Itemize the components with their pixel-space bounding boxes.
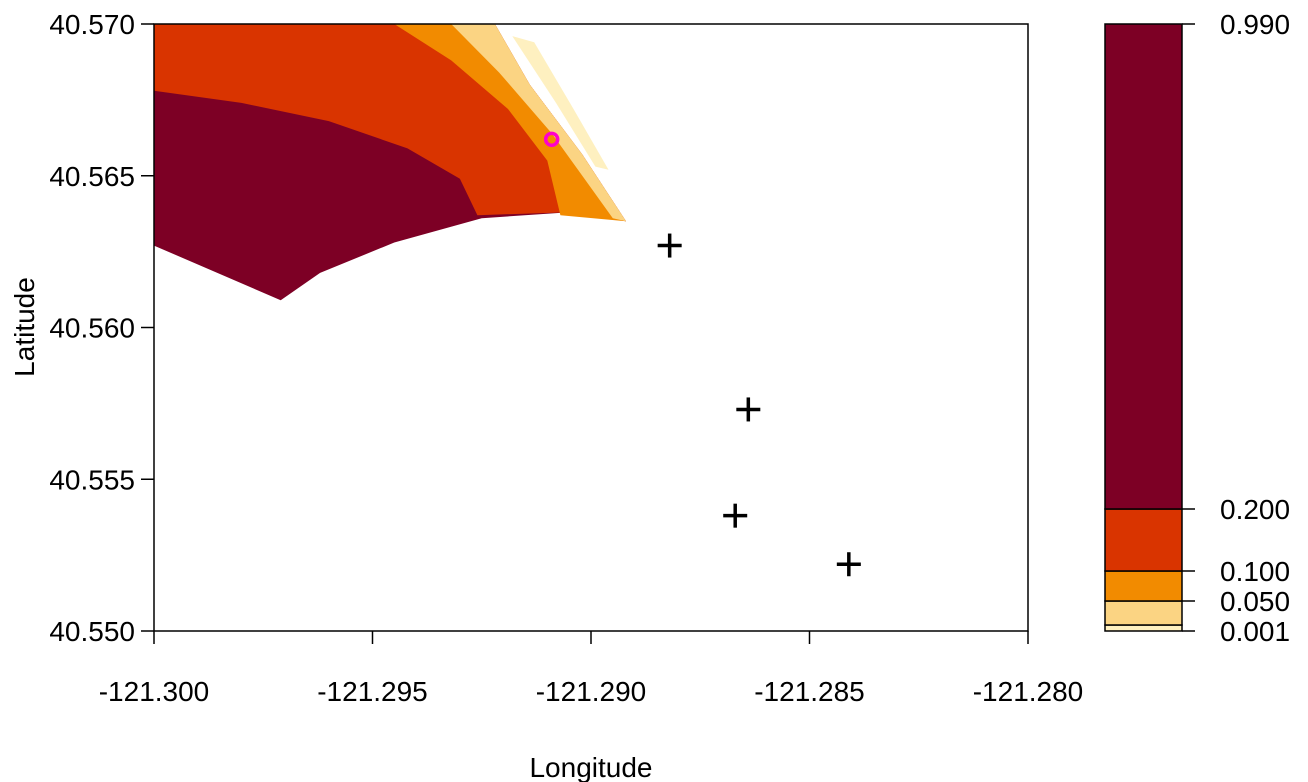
legend-swatch-4 [1104, 23, 1183, 510]
x-tick-label: -121.295 [317, 676, 428, 707]
x-tick-label: -121.285 [754, 676, 865, 707]
point-markers [543, 131, 861, 577]
x-tick-label: -121.280 [973, 676, 1084, 707]
contour-band-2 [394, 24, 626, 222]
source-circle-marker [543, 131, 560, 148]
legend-swatch-1 [1104, 600, 1183, 626]
y-tick-label: 40.555 [49, 464, 135, 495]
legend-tick-label: 0.050 [1220, 586, 1290, 617]
station-cross-marker [736, 397, 761, 422]
legend-tick-label: 0.001 [1220, 616, 1290, 647]
legend-tick-label: 0.990 [1220, 9, 1290, 40]
legend-swatch-2 [1104, 570, 1183, 602]
legend-swatch-0 [1104, 624, 1183, 632]
y-tick-label: 40.560 [49, 313, 135, 344]
y-tick-label: 40.565 [49, 161, 135, 192]
station-cross-marker [836, 552, 861, 577]
station-cross-marker [657, 233, 682, 258]
contour-bands [154, 24, 626, 301]
x-tick-label: -121.290 [536, 676, 647, 707]
x-axis-title: Longitude [529, 752, 652, 782]
y-tick-label: 40.550 [49, 616, 135, 647]
x-tick-label: -121.300 [99, 676, 210, 707]
station-cross-marker [723, 503, 748, 528]
y-axis: 40.550 40.555 40.560 40.565 40.570 [49, 9, 154, 647]
legend-tick-label: 0.200 [1220, 494, 1290, 525]
y-tick-label: 40.570 [49, 9, 135, 40]
y-axis-title: Latitude [9, 277, 40, 377]
contour-band-3 [451, 24, 626, 222]
contour-band-4 [512, 36, 609, 170]
x-axis: -121.300 -121.295 -121.290 -121.285 -121.280 [99, 631, 1084, 707]
legend-swatch-3 [1104, 508, 1183, 572]
legend-tick-label: 0.100 [1220, 556, 1290, 587]
